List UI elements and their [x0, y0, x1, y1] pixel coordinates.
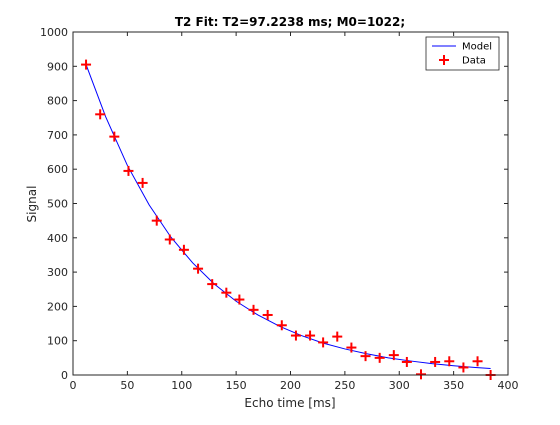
x-tick-label: 400	[498, 379, 519, 392]
x-tick-label: 0	[70, 379, 77, 392]
x-tick-label: 150	[226, 379, 247, 392]
y-axis-label: Signal	[25, 186, 39, 223]
y-tick-label: 300	[47, 266, 68, 279]
y-tick-label: 700	[47, 129, 68, 142]
y-tick-label: 0	[61, 369, 68, 382]
x-tick-label: 300	[389, 379, 410, 392]
legend-model-label: Model	[462, 42, 492, 53]
y-tick-label: 400	[47, 232, 68, 245]
legend: Model Data	[426, 37, 499, 70]
y-tick-label: 100	[47, 335, 68, 348]
y-tick-label: 200	[47, 300, 68, 313]
y-tick-label: 600	[47, 163, 68, 176]
chart-title: T2 Fit: T2=97.2238 ms; M0=1022;	[175, 15, 405, 29]
x-tick-label: 250	[334, 379, 355, 392]
x-axis-label: Echo time [ms]	[244, 396, 335, 410]
x-tick-label: 350	[443, 379, 464, 392]
x-tick-label: 50	[120, 379, 134, 392]
legend-data-label: Data	[462, 56, 486, 67]
y-tick-label: 1000	[40, 26, 68, 39]
y-tick-label: 900	[47, 60, 68, 73]
x-tick-label: 200	[280, 379, 301, 392]
y-tick-label: 800	[47, 95, 68, 108]
x-tick-label: 100	[171, 379, 192, 392]
y-tick-label: 500	[47, 198, 68, 211]
